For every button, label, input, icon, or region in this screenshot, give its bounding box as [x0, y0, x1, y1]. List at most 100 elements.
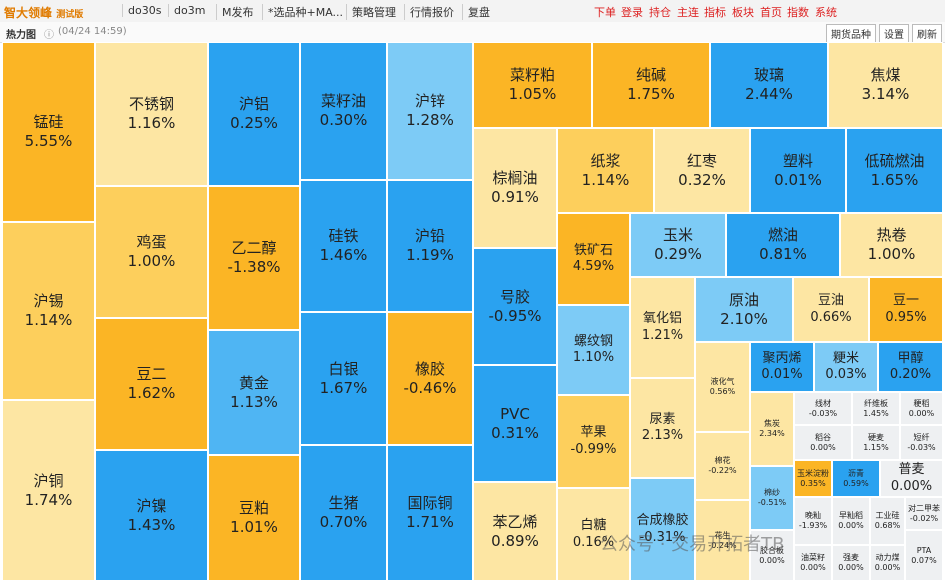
menu-item[interactable]: 主连 [677, 6, 699, 19]
heatmap-cell[interactable]: 红枣 0.32% [654, 128, 750, 213]
heatmap-cell[interactable]: 不锈钢 1.16% [95, 42, 208, 186]
heatmap-cell[interactable]: 普麦 0.00% [880, 460, 943, 497]
heatmap-cell[interactable]: 豆二 1.62% [95, 318, 208, 450]
menu-item[interactable]: 下单 [594, 6, 616, 19]
heatmap-cell[interactable]: PVC 0.31% [473, 365, 557, 482]
tab[interactable]: *选品种+MA... [262, 4, 343, 20]
heatmap-cell[interactable]: 花生 -0.24% [695, 500, 750, 581]
cell-change: 0.01% [774, 170, 822, 189]
heatmap-cell[interactable]: 合成橡胶 -0.31% [630, 478, 695, 581]
cell-change: 0.30% [319, 111, 368, 129]
heatmap-cell[interactable]: 玻璃 2.44% [710, 42, 828, 128]
heatmap-cell[interactable]: 锰硅 5.55% [2, 42, 95, 222]
tab[interactable]: 复盘 [462, 4, 490, 20]
heatmap-cell[interactable]: 沥青 0.59% [832, 460, 880, 497]
tab[interactable]: M发布 [216, 4, 254, 20]
heatmap-cell[interactable]: 玉米淀粉 0.35% [794, 460, 832, 497]
heatmap-cell[interactable]: 甲醇 0.20% [878, 342, 943, 392]
heatmap-cell[interactable]: 苹果 -0.99% [557, 395, 630, 488]
heatmap-cell[interactable]: 橡胶 -0.46% [387, 312, 473, 445]
heatmap-cell[interactable]: 稻谷 0.00% [794, 425, 852, 460]
cell-change: 2.13% [641, 428, 684, 443]
cell-name: 粳米 [832, 350, 859, 366]
menu-item[interactable]: 板块 [732, 6, 754, 19]
tab[interactable]: do3m [168, 4, 205, 17]
toolbar-button[interactable]: 刷新 [912, 24, 942, 43]
heatmap-cell[interactable]: 沪镍 1.43% [95, 450, 208, 581]
heatmap-cell[interactable]: 燃油 0.81% [726, 213, 840, 277]
heatmap-cell[interactable]: 豆粕 1.01% [208, 455, 300, 581]
heatmap-cell[interactable]: 棉花 -0.22% [695, 432, 750, 500]
heatmap-cell[interactable]: 豆油 0.66% [793, 277, 869, 342]
heatmap-cell[interactable]: 线材 -0.03% [794, 392, 852, 425]
heatmap-cell[interactable]: 苯乙烯 0.89% [473, 482, 557, 581]
menu-item[interactable]: 登录 [621, 6, 643, 19]
heatmap-cell[interactable]: 聚丙烯 0.01% [750, 342, 814, 392]
heatmap-cell[interactable]: 沪锡 1.14% [2, 222, 95, 400]
heatmap-cell[interactable]: 沪铝 0.25% [208, 42, 300, 186]
heatmap-cell[interactable]: 氧化铝 1.21% [630, 277, 695, 378]
heatmap-cell[interactable]: 液化气 0.56% [695, 342, 750, 432]
heatmap-cell[interactable]: 原油 2.10% [695, 277, 793, 342]
heatmap-cell[interactable]: 动力煤 0.00% [870, 545, 905, 581]
tab[interactable]: 行情报价 [404, 4, 454, 20]
heatmap-cell[interactable]: 豆一 0.95% [869, 277, 943, 342]
heatmap-cell[interactable]: 焦煤 3.14% [828, 42, 943, 128]
toolbar-button[interactable]: 设置 [879, 24, 909, 43]
heatmap-cell[interactable]: 粳稻 0.00% [900, 392, 943, 425]
heatmap-cell[interactable]: 纤维板 1.45% [852, 392, 900, 425]
cell-change: 0.07% [911, 555, 937, 565]
heatmap-cell[interactable]: 黄金 1.13% [208, 330, 300, 455]
cell-change: 0.25% [230, 114, 278, 132]
heatmap-cell[interactable]: 强麦 0.00% [832, 545, 870, 581]
cell-name: 尿素 [649, 411, 676, 427]
heatmap-cell[interactable]: 白银 1.67% [300, 312, 387, 445]
heatmap-cell[interactable]: 沪铜 1.74% [2, 400, 95, 581]
heatmap-cell[interactable]: 鸡蛋 1.00% [95, 186, 208, 318]
heatmap-cell[interactable]: 纯碱 1.75% [592, 42, 710, 128]
heatmap-cell[interactable]: 低硫燃油 1.65% [846, 128, 943, 213]
heatmap-cell[interactable]: 硬麦 1.15% [852, 425, 900, 460]
heatmap-cell[interactable]: 粳米 0.03% [814, 342, 878, 392]
heatmap-cell[interactable]: 乙二醇 -1.38% [208, 186, 300, 330]
heatmap-cell[interactable]: PTA 0.07% [905, 530, 943, 581]
heatmap-cell[interactable]: 短纤 -0.03% [900, 425, 943, 460]
menu-item[interactable]: 持仓 [649, 6, 671, 19]
heatmap-cell[interactable]: 早籼稻 0.00% [832, 497, 870, 545]
heatmap-cell[interactable]: 玉米 0.29% [630, 213, 726, 277]
heatmap-cell[interactable]: 塑料 0.01% [750, 128, 846, 213]
heatmap-cell[interactable]: 螺纹钢 1.10% [557, 305, 630, 395]
cell-name: 沪铝 [238, 95, 269, 114]
toolbar-button[interactable]: 期货品种 [826, 24, 876, 43]
heatmap-cell[interactable]: 生猪 0.70% [300, 445, 387, 581]
heatmap-cell[interactable]: 热卷 1.00% [840, 213, 943, 277]
heatmap-cell[interactable]: 油菜籽 0.00% [794, 545, 832, 581]
heatmap-cell[interactable]: 菜籽粕 1.05% [473, 42, 592, 128]
tab[interactable]: 策略管理 [346, 4, 396, 20]
cell-change: -0.24% [708, 540, 737, 550]
heatmap-cell[interactable]: 对二甲苯 -0.02% [905, 497, 943, 530]
heatmap-cell[interactable]: 铁矿石 4.59% [557, 213, 630, 305]
heatmap-cell[interactable]: 菜籽油 0.30% [300, 42, 387, 180]
heatmap-cell[interactable]: 国际铜 1.71% [387, 445, 473, 581]
heatmap-cell[interactable]: 棕榈油 0.91% [473, 128, 557, 248]
heatmap-cell[interactable]: 硅铁 1.46% [300, 180, 387, 312]
menu-item[interactable]: 系统 [815, 6, 837, 19]
heatmap-cell[interactable]: 胶合板 0.00% [750, 530, 794, 581]
heatmap-cell[interactable]: 尿素 2.13% [630, 378, 695, 478]
cell-change: 1.16% [127, 114, 176, 132]
heatmap-cell[interactable]: 沪锌 1.28% [387, 42, 473, 180]
menu-item[interactable]: 首页 [760, 6, 782, 19]
menu-item[interactable]: 指数 [787, 6, 809, 19]
cell-name: 聚丙烯 [762, 350, 802, 366]
heatmap-cell[interactable]: 纸浆 1.14% [557, 128, 654, 213]
heatmap-cell[interactable]: 号胶 -0.95% [473, 248, 557, 365]
heatmap-cell[interactable]: 白糖 0.16% [557, 488, 630, 581]
heatmap-cell[interactable]: 沪铅 1.19% [387, 180, 473, 312]
tab[interactable]: do30s [122, 4, 161, 17]
heatmap-cell[interactable]: 焦炭 2.34% [750, 392, 794, 466]
menu-item[interactable]: 指标 [704, 6, 726, 19]
heatmap-cell[interactable]: 工业硅 0.68% [870, 497, 905, 545]
heatmap-cell[interactable]: 棉纱 -0.51% [750, 466, 794, 530]
heatmap-cell[interactable]: 晚籼 -1.93% [794, 497, 832, 545]
